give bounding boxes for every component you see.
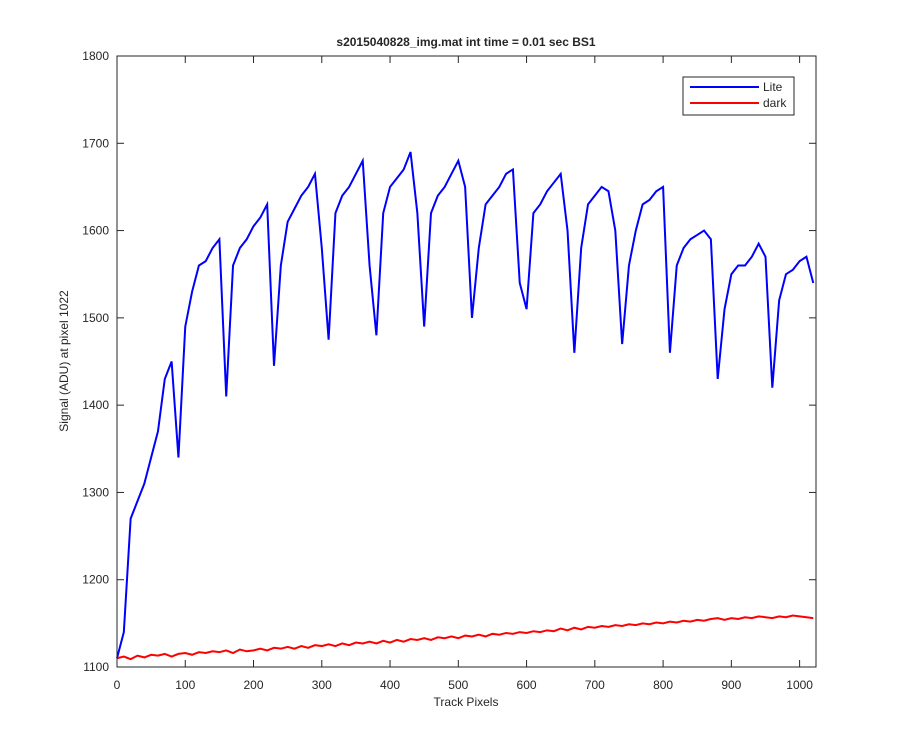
axes-box <box>116 55 817 668</box>
y-axis-label: Signal (ADU) at pixel 1022 <box>57 290 71 432</box>
y-tick-label: 1200 <box>82 573 109 587</box>
legend-label: Lite <box>763 80 783 94</box>
y-tick-label: 1400 <box>82 398 109 412</box>
y-tick-label: 1800 <box>82 49 109 63</box>
x-tick-label: 700 <box>585 678 605 692</box>
x-tick-label: 500 <box>448 678 468 692</box>
x-tick-label: 400 <box>380 678 400 692</box>
x-tick-label: 200 <box>244 678 264 692</box>
x-tick-label: 800 <box>653 678 673 692</box>
chart-title: s2015040828_img.mat int time = 0.01 sec … <box>336 35 595 49</box>
y-tick-label: 1500 <box>82 311 109 325</box>
data-line <box>116 151 815 659</box>
plot-area <box>117 56 816 667</box>
x-axis-label: Track Pixels <box>434 695 499 709</box>
y-tick-label: 1600 <box>82 224 109 238</box>
y-tick-label: 1100 <box>83 660 109 674</box>
y-tick-label: 1300 <box>82 485 109 499</box>
data-line <box>116 614 814 661</box>
x-tick-label: 300 <box>312 678 332 692</box>
y-tick-label: 1700 <box>82 136 109 150</box>
legend-box <box>682 76 795 116</box>
x-tick-label: 600 <box>517 678 537 692</box>
x-tick-label: 0 <box>114 678 121 692</box>
x-tick-label: 1000 <box>786 678 813 692</box>
legend-label: dark <box>763 96 787 110</box>
x-tick-label: 100 <box>175 678 195 692</box>
x-tick-label: 900 <box>721 678 741 692</box>
